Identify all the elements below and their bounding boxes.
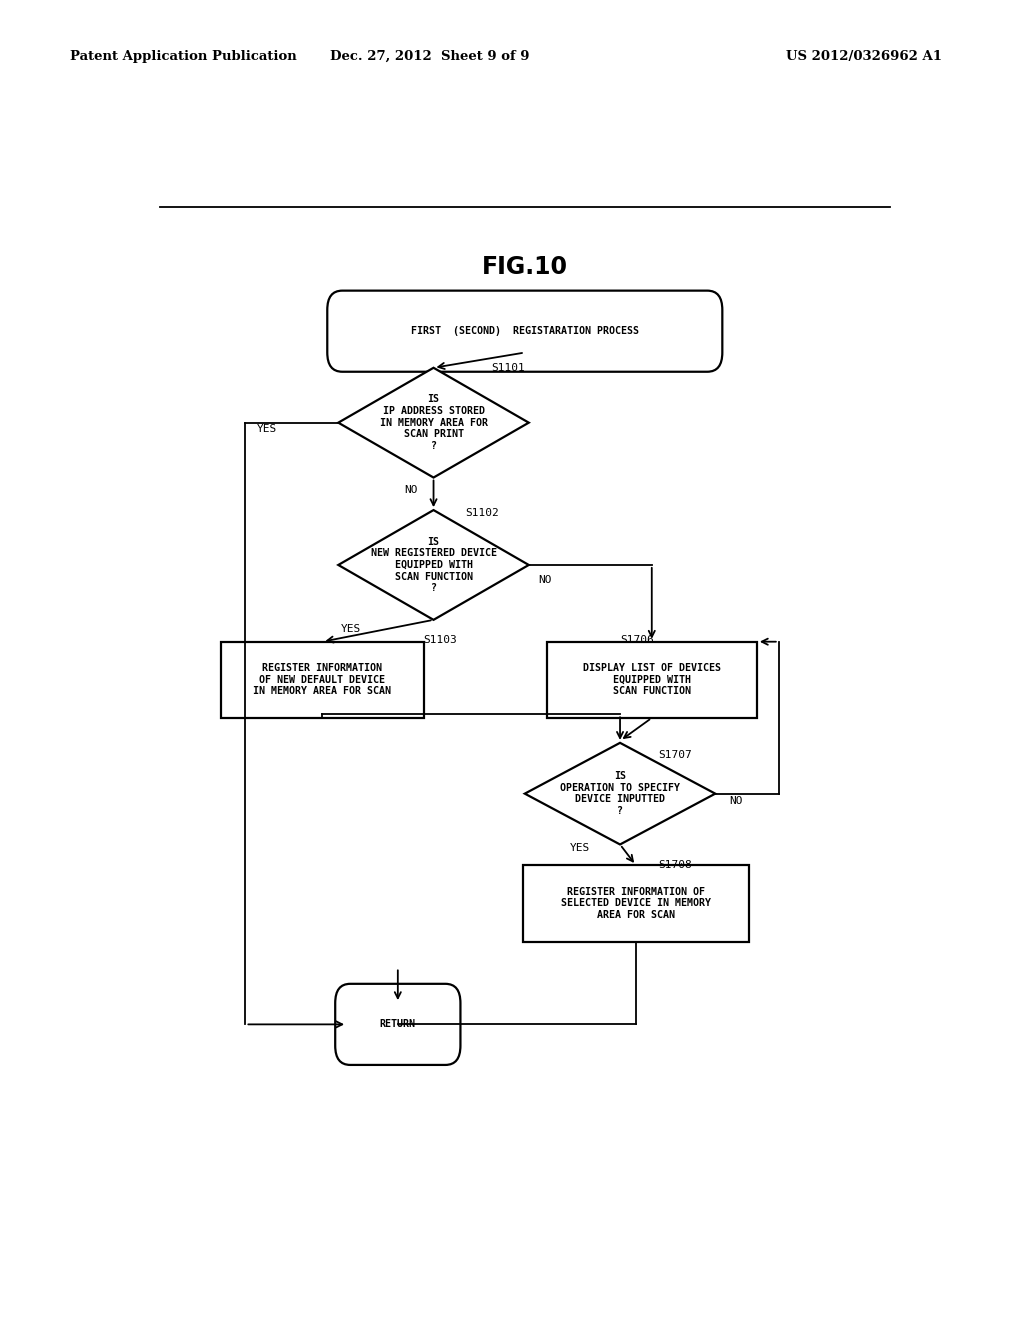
Text: NO: NO <box>404 484 418 495</box>
Text: Dec. 27, 2012  Sheet 9 of 9: Dec. 27, 2012 Sheet 9 of 9 <box>331 50 529 63</box>
Text: S1706: S1706 <box>620 635 653 645</box>
Text: YES: YES <box>570 842 590 853</box>
Text: S1103: S1103 <box>423 635 457 645</box>
Bar <box>221 642 424 718</box>
Text: FIG.10: FIG.10 <box>482 255 567 279</box>
Polygon shape <box>524 743 715 845</box>
Polygon shape <box>338 510 528 620</box>
Text: Patent Application Publication: Patent Application Publication <box>70 50 296 63</box>
Text: US 2012/0326962 A1: US 2012/0326962 A1 <box>786 50 942 63</box>
Text: NO: NO <box>729 796 743 805</box>
Text: REGISTER INFORMATION OF
SELECTED DEVICE IN MEMORY
AREA FOR SCAN: REGISTER INFORMATION OF SELECTED DEVICE … <box>561 887 711 920</box>
Text: RETURN: RETURN <box>380 1019 416 1030</box>
Text: S1708: S1708 <box>658 859 692 870</box>
Text: IS
OPERATION TO SPECIFY
DEVICE INPUTTED
?: IS OPERATION TO SPECIFY DEVICE INPUTTED … <box>560 771 680 816</box>
Text: S1102: S1102 <box>465 508 499 519</box>
FancyBboxPatch shape <box>335 983 461 1065</box>
Text: YES: YES <box>257 424 276 434</box>
Text: IS
NEW REGISTERED DEVICE
EQUIPPED WITH
SCAN FUNCTION
?: IS NEW REGISTERED DEVICE EQUIPPED WITH S… <box>371 537 497 593</box>
Text: YES: YES <box>341 624 360 634</box>
Text: DISPLAY LIST OF DEVICES
EQUIPPED WITH
SCAN FUNCTION: DISPLAY LIST OF DEVICES EQUIPPED WITH SC… <box>583 663 721 697</box>
Text: NO: NO <box>539 576 552 585</box>
Text: IS
IP ADDRESS STORED
IN MEMORY AREA FOR
SCAN PRINT
?: IS IP ADDRESS STORED IN MEMORY AREA FOR … <box>380 395 487 451</box>
Bar <box>547 642 757 718</box>
FancyBboxPatch shape <box>328 290 722 372</box>
Bar <box>523 866 749 941</box>
Polygon shape <box>338 368 528 478</box>
Text: FIRST  (SECOND)  REGISTARATION PROCESS: FIRST (SECOND) REGISTARATION PROCESS <box>411 326 639 337</box>
Text: REGISTER INFORMATION
OF NEW DEFAULT DEVICE
IN MEMORY AREA FOR SCAN: REGISTER INFORMATION OF NEW DEFAULT DEVI… <box>253 663 391 697</box>
Text: S1707: S1707 <box>658 750 692 760</box>
Text: S1101: S1101 <box>492 363 525 372</box>
